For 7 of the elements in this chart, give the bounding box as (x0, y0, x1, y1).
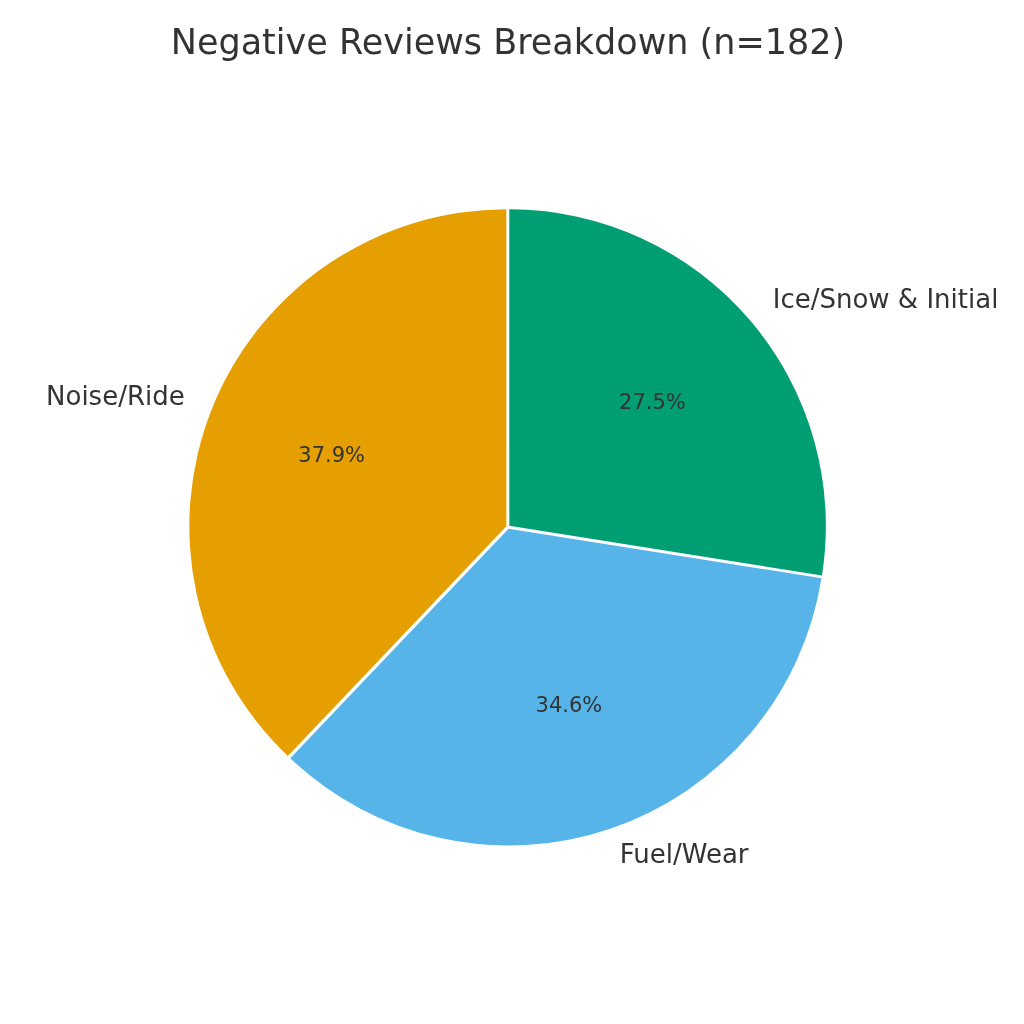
slice-label: Fuel/Wear (619, 839, 749, 870)
slice-label: Noise/Ride (46, 380, 185, 411)
data-label: 27.5% (619, 390, 686, 415)
chart-title: Negative Reviews Breakdown (n=182) (169, 21, 847, 64)
data-label: 37.9% (298, 442, 366, 467)
slice-label: Ice/Snow & Initial (772, 283, 999, 314)
data-label: 34.6% (535, 693, 603, 718)
